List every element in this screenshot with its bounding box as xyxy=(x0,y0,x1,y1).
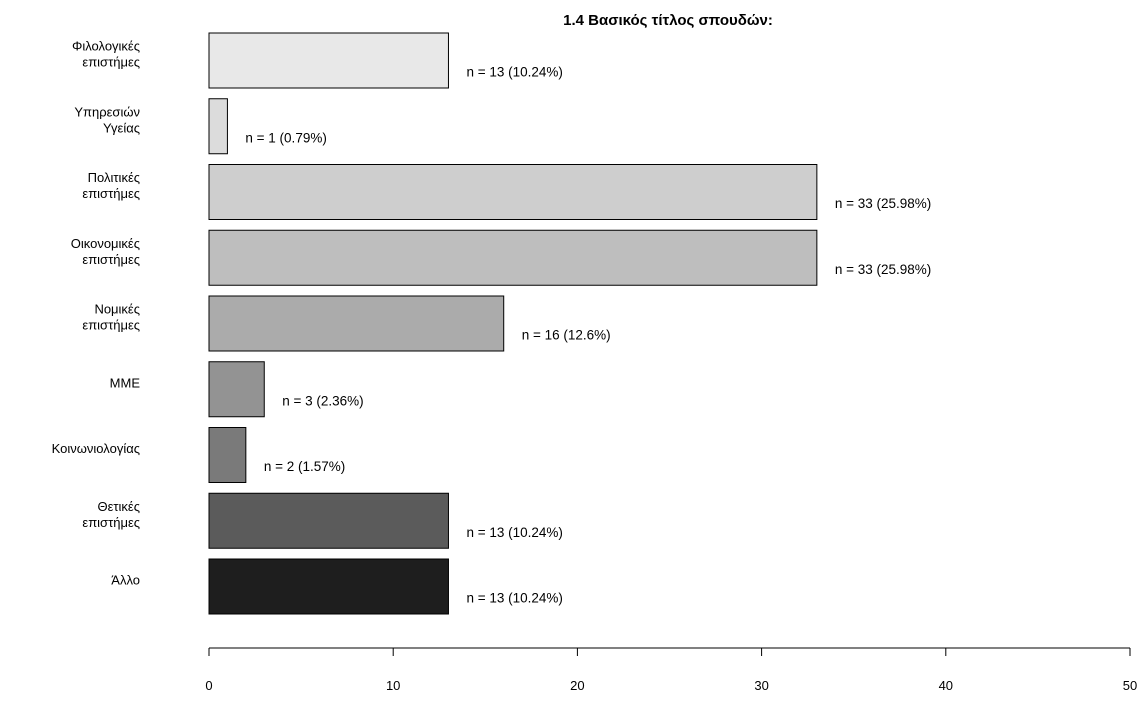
category-label: Κοινωνιολογίας xyxy=(52,441,140,456)
data-label: n = 13 (10.24%) xyxy=(466,591,562,606)
category-label: Υπηρεσιών Υγείας xyxy=(74,104,140,135)
data-label: n = 13 (10.24%) xyxy=(466,525,562,540)
chart-title: 1.4 Βασικός τίτλος σπουδών: xyxy=(563,12,773,29)
category-label-line: επιστήμες xyxy=(82,55,140,70)
category-label-line: επιστήμες xyxy=(82,318,140,333)
bar xyxy=(208,492,449,549)
category-label: Θετικές επιστήμες xyxy=(82,499,140,530)
x-tick-label: 0 xyxy=(205,678,212,693)
category-label-line: επιστήμες xyxy=(82,515,140,530)
data-label: n = 33 (25.98%) xyxy=(835,262,931,277)
bar xyxy=(208,558,449,615)
x-axis: 0 10 20 30 40 50 xyxy=(205,647,1137,693)
x-tick-label: 20 xyxy=(570,678,584,693)
category-label-line: Οικονομικές xyxy=(71,236,140,251)
category-label-line: Πολιτικές xyxy=(88,170,140,185)
category-label-line: Υπηρεσιών xyxy=(74,104,140,119)
bar xyxy=(208,32,449,89)
bar xyxy=(208,427,247,483)
category-label: Οικονομικές επιστήμες xyxy=(71,236,140,267)
data-label: n = 13 (10.24%) xyxy=(466,65,562,80)
category-label-line: Νομικές xyxy=(94,302,140,317)
x-tick-label: 50 xyxy=(1123,678,1137,693)
x-tick-label: 10 xyxy=(386,678,400,693)
bars-group xyxy=(208,32,818,615)
category-label: Νομικές επιστήμες xyxy=(82,302,140,333)
bar xyxy=(208,229,818,286)
category-label-line: Φιλολογικές xyxy=(72,39,140,54)
category-label-line: επιστήμες xyxy=(82,186,140,201)
category-label-line: επιστήμες xyxy=(82,252,140,267)
category-label: Άλλο xyxy=(111,573,140,588)
bar xyxy=(208,361,265,418)
category-label: Πολιτικές επιστήμες xyxy=(82,170,140,201)
category-label-line: Κοινωνιολογίας xyxy=(52,441,140,456)
data-label: n = 1 (0.79%) xyxy=(245,130,326,145)
category-label: ΜΜΕ xyxy=(110,375,141,390)
category-label: Φιλολογικές επιστήμες xyxy=(72,39,140,70)
bar xyxy=(208,98,228,155)
x-tick-label: 40 xyxy=(939,678,953,693)
data-label: n = 33 (25.98%) xyxy=(835,196,931,211)
category-label-line: Άλλο xyxy=(111,573,140,588)
bar xyxy=(208,164,818,220)
category-label-line: Υγείας xyxy=(103,120,140,135)
data-label: n = 3 (2.36%) xyxy=(282,393,363,408)
x-tick-label: 30 xyxy=(754,678,768,693)
data-labels: n = 13 (10.24%) n = 1 (0.79%) n = 33 (25.9… xyxy=(245,65,931,606)
data-label: n = 16 (12.6%) xyxy=(522,328,611,343)
data-label: n = 2 (1.57%) xyxy=(264,459,345,474)
category-label-line: ΜΜΕ xyxy=(110,375,141,390)
bar xyxy=(208,295,505,352)
category-label-line: Θετικές xyxy=(98,499,141,514)
